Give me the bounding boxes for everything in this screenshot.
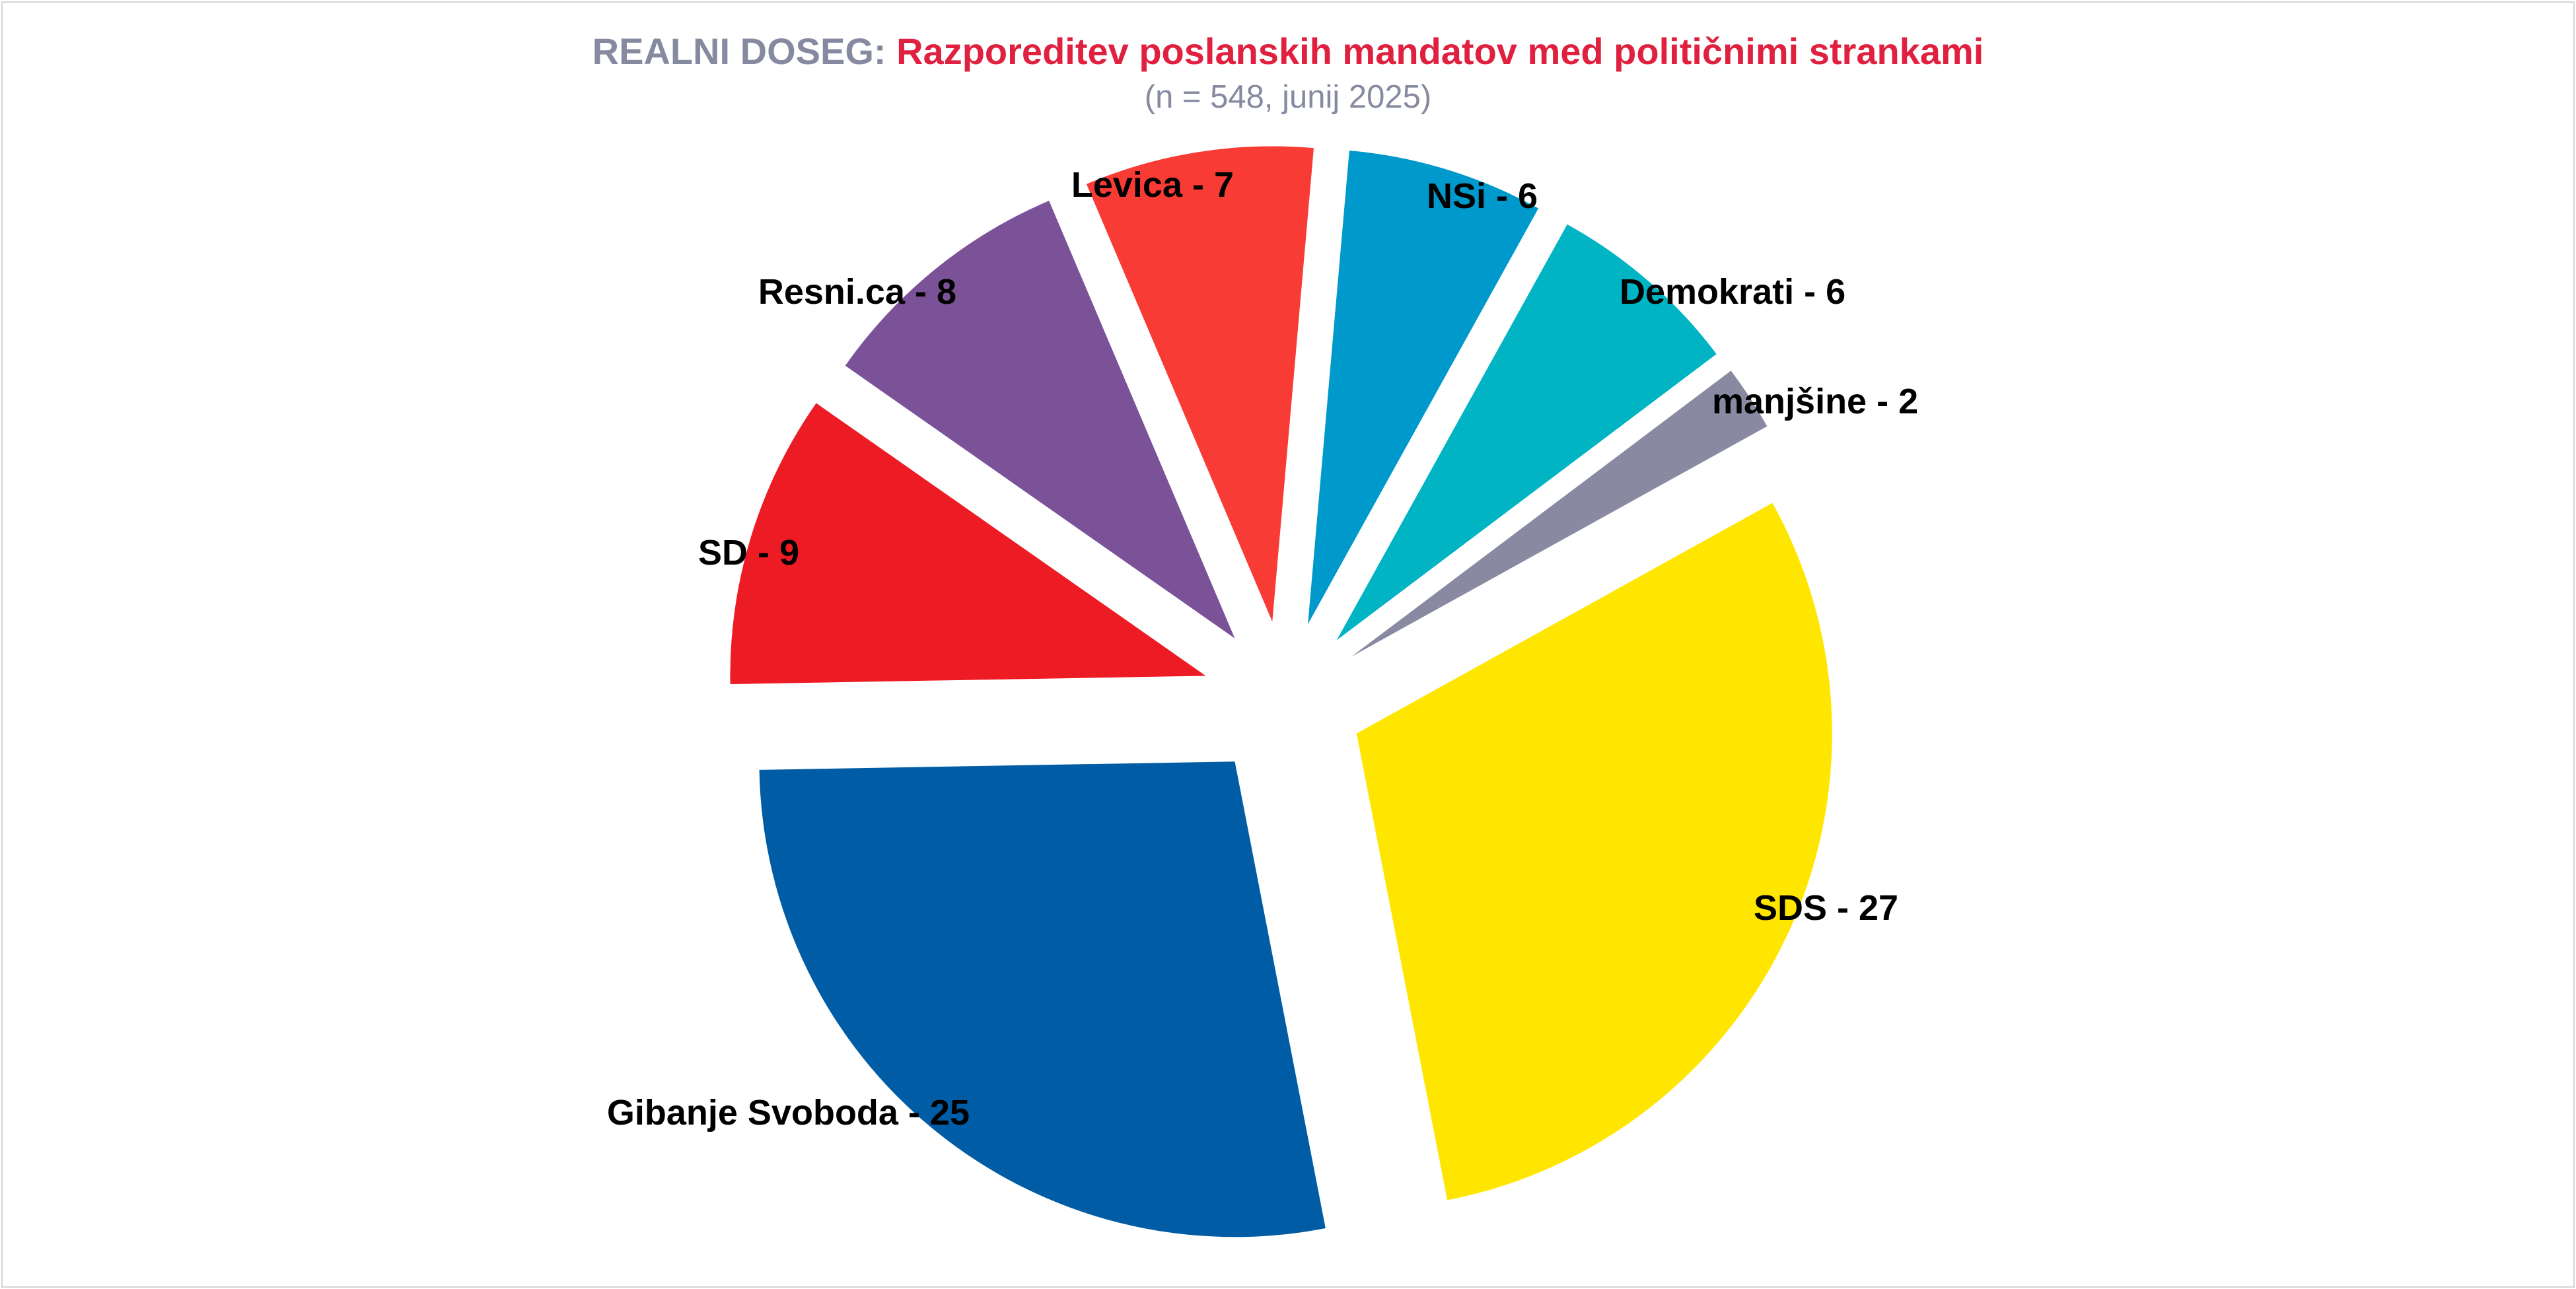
slice-nsi [1308,150,1539,625]
label-sds: SDS - 27 [1754,888,1898,928]
title-main: Razporeditev poslanskih mandatov med pol… [896,30,1984,72]
chart-title: REALNI DOSEG: Razporeditev poslanskih ma… [0,25,2576,78]
slice-levica [1086,146,1314,622]
pie-labels: SDS - 27 Gibanje Svoboda - 25 SD - 9 Resni.… [607,165,1918,1132]
label-resni-ca: Resni.ca - 8 [758,272,956,312]
slice-resni-ca [845,200,1235,639]
chart-subtitle: (n = 548, junij 2025) [1144,79,1432,115]
slice-manjsine [1351,370,1768,657]
slice-gibanje-svoboda [759,761,1326,1237]
label-manjsine: manjšine - 2 [1712,382,1918,421]
slice-demokrati [1336,224,1717,641]
label-sd: SD - 9 [698,533,799,573]
pie-slices [730,146,1832,1237]
title-prefix: REALNI DOSEG: [592,30,886,72]
label-gibanje-svoboda: Gibanje Svoboda - 25 [607,1093,970,1132]
label-nsi: NSi - 6 [1427,176,1538,216]
slice-sds [1356,503,1832,1201]
label-demokrati: Demokrati - 6 [1620,272,1845,312]
label-levica: Levica - 7 [1071,165,1234,205]
slice-sd [730,403,1206,685]
